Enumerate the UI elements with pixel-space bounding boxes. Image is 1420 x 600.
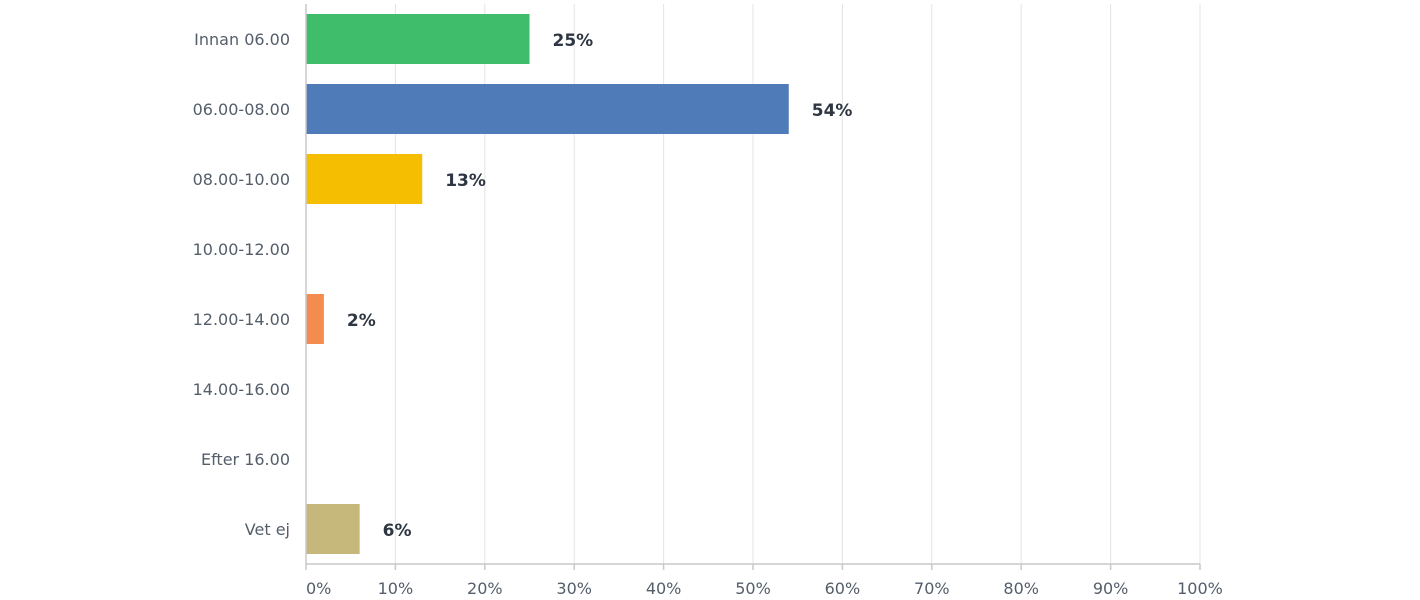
category-label: Innan 06.00 bbox=[194, 30, 290, 49]
category-label: Efter 16.00 bbox=[201, 450, 290, 469]
category-label: 08.00-10.00 bbox=[193, 170, 290, 189]
category-label: 14.00-16.00 bbox=[193, 380, 290, 399]
category-label: 12.00-14.00 bbox=[193, 310, 290, 329]
x-tick-label: 50% bbox=[735, 579, 771, 598]
data-label: 2% bbox=[347, 311, 376, 331]
axes bbox=[305, 4, 1201, 570]
bar[interactable] bbox=[306, 154, 423, 204]
category-label: 06.00-08.00 bbox=[193, 100, 290, 119]
x-tick-label: 20% bbox=[467, 579, 503, 598]
x-tick-label: 100% bbox=[1177, 579, 1223, 598]
x-tick-label: 30% bbox=[556, 579, 592, 598]
data-label: 6% bbox=[383, 521, 412, 541]
bar[interactable] bbox=[306, 294, 324, 344]
bars bbox=[306, 14, 789, 554]
category-label: Vet ej bbox=[245, 520, 290, 539]
x-tick-label: 0% bbox=[306, 579, 331, 598]
x-tick-label: 60% bbox=[825, 579, 861, 598]
x-tick-label: 80% bbox=[1003, 579, 1039, 598]
data-label: 54% bbox=[812, 101, 853, 121]
bar[interactable] bbox=[306, 84, 789, 134]
bar[interactable] bbox=[306, 14, 530, 64]
data-label: 13% bbox=[445, 171, 486, 191]
x-tick-label: 70% bbox=[914, 579, 950, 598]
bar[interactable] bbox=[306, 504, 360, 554]
data-label: 25% bbox=[553, 31, 594, 51]
x-tick-label: 10% bbox=[378, 579, 414, 598]
labels: 0% 10% 20% 30% 40% 50% 60% 70% 80% 90% 100% Innan 0… bbox=[193, 30, 1223, 598]
category-label: 10.00-12.00 bbox=[193, 240, 290, 259]
x-tick-label: 40% bbox=[646, 579, 682, 598]
x-tick-label: 90% bbox=[1093, 579, 1129, 598]
